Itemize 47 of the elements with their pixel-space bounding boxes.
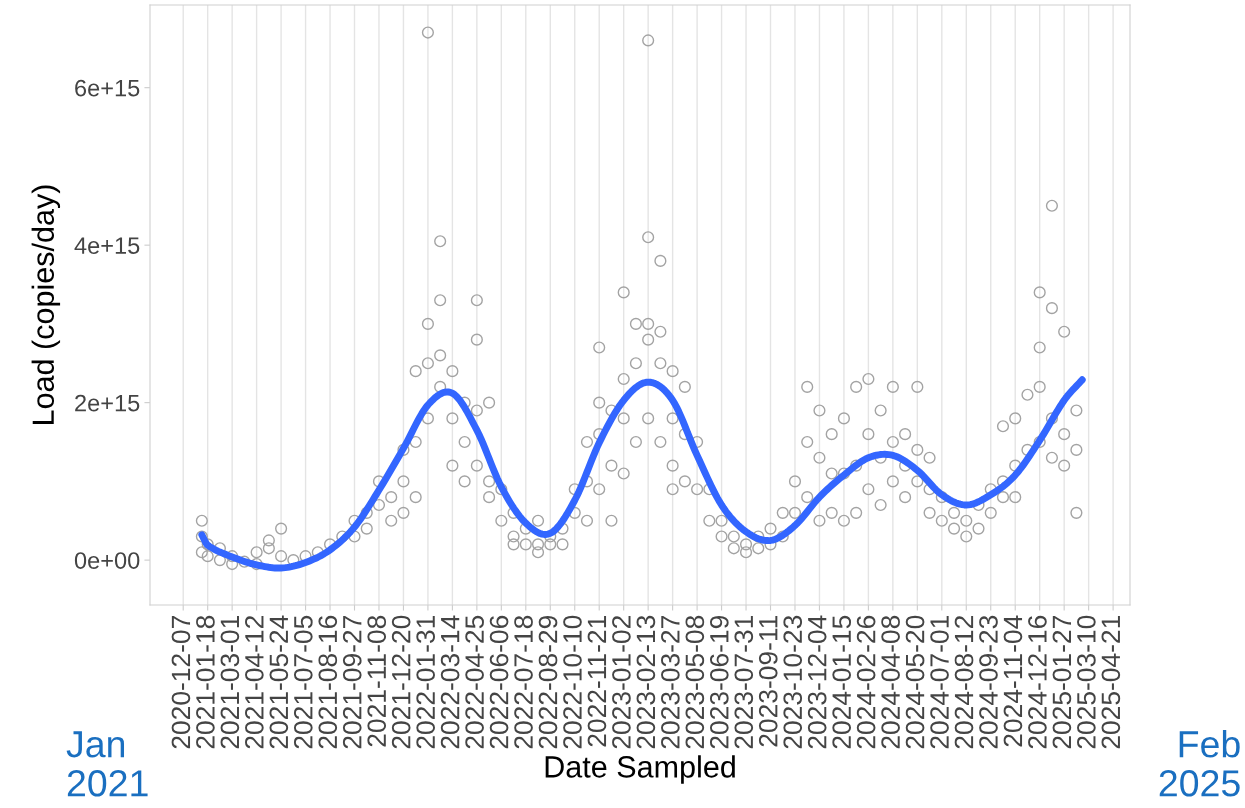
x-tick-label: 2022-08-29 [538, 615, 558, 749]
x-tick-label: 2022-04-25 [465, 615, 484, 749]
y-tick-label: 6e+15 [75, 79, 140, 97]
x-tick-label: 2021-01-18 [196, 615, 215, 749]
text: Jan 2021 [66, 731, 148, 797]
x-tick-label: 2021-04-12 [245, 616, 264, 749]
x-tick-label: 2022-01-31 [416, 616, 435, 749]
x-tick-label: 2021-11-08 [367, 615, 387, 747]
x-tick-label: 2024-07-01 [930, 616, 949, 749]
x-tick-label: 2021-03-01 [220, 616, 240, 749]
x-tick-label: 2022-07-18 [514, 615, 533, 749]
x-tick-label: 2023-02-13 [636, 615, 656, 749]
x-tick-label: 2024-01-15 [832, 615, 852, 749]
x-tick-label: 2021-08-16 [318, 615, 338, 749]
x-tick-label: 2024-08-12 [954, 616, 974, 749]
x-tick-label: 2024-04-08 [881, 615, 900, 749]
x-axis-title: Date Sampled [545, 755, 735, 784]
x-tick-label: 2024-12-16 [1028, 615, 1047, 749]
x-tick-label: 2024-05-20 [905, 615, 925, 749]
x-tick-label: 2023-12-04 [807, 615, 827, 749]
x-tick-label: 2023-09-11 [758, 616, 778, 747]
x-tick-label: 2024-09-23 [979, 615, 998, 749]
x-tick-label: 2025-01-27 [1052, 616, 1072, 749]
x-tick-label: 2023-06-19 [709, 615, 729, 749]
x-tick-label: 2023-01-02 [612, 616, 631, 749]
x-tick-label: 2024-11-04 [1003, 615, 1023, 747]
x-tick-label: 2022-10-10 [563, 615, 582, 749]
x-tick-label: 2022-11-21 [587, 616, 607, 747]
text: Feb 2025 [1159, 729, 1240, 797]
x-tick-label: 2021-07-05 [293, 615, 313, 749]
y-tick-label: 4e+15 [74, 237, 140, 254]
y-axis-title: Load (copies/day) [31, 185, 61, 424]
y-tick-label: 2e+15 [75, 394, 140, 412]
x-tick-label: 2025-04-21 [1101, 616, 1121, 749]
x-tick-label: 2023-05-08 [685, 615, 705, 749]
x-tick-label: 2021-05-24 [269, 615, 289, 749]
x-tick-label: 2022-03-14 [440, 615, 460, 749]
x-tick-label: 2021-12-20 [391, 615, 411, 749]
x-tick-label: 2023-03-27 [661, 616, 680, 749]
x-tick-label: 2024-02-26 [856, 615, 876, 749]
x-tick-label: 2021-09-27 [342, 616, 362, 749]
x-tick-label: 2023-10-23 [783, 615, 803, 749]
x-tick-label: 2022-06-06 [489, 615, 509, 749]
y-tick-label: 0e+00 [74, 552, 140, 569]
x-tick-label: 2025-03-10 [1077, 615, 1096, 749]
x-tick-label: 2023-07-31 [734, 616, 754, 749]
x-tick-label: 2020-12-07 [171, 616, 191, 749]
